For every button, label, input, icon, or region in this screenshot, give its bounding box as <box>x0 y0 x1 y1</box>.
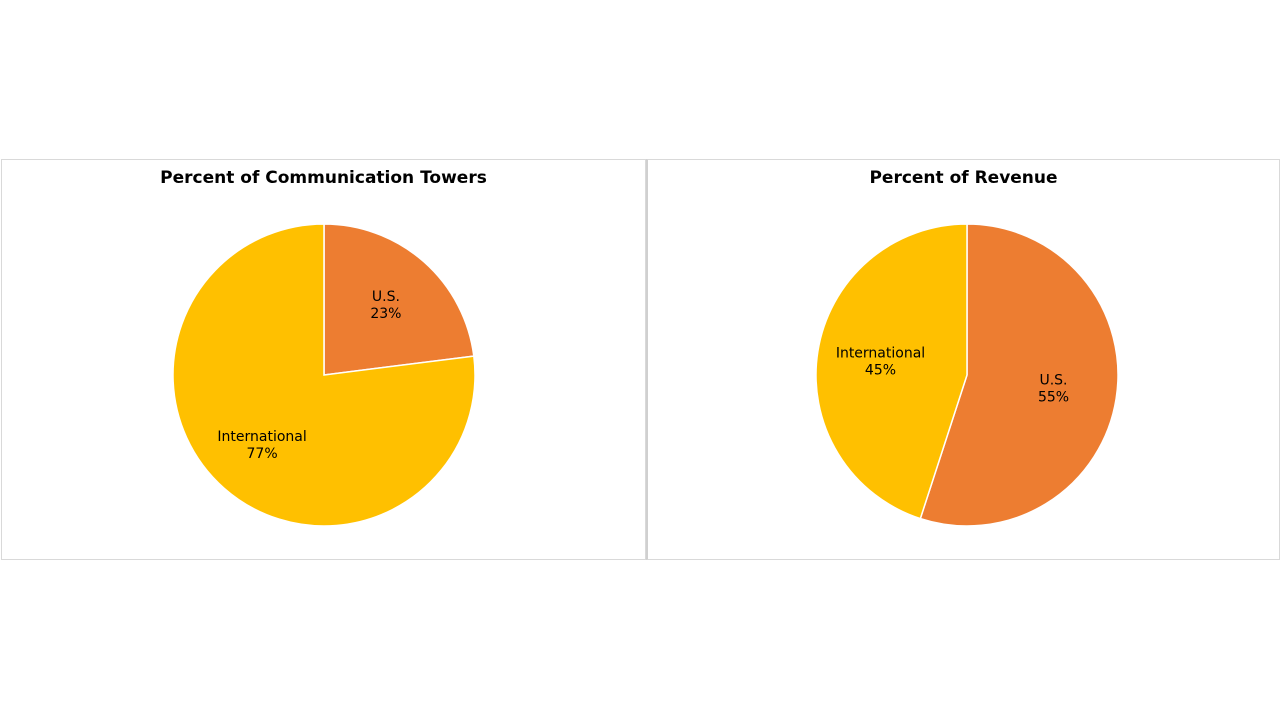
towers-slice-international <box>172 223 476 527</box>
revenue-chart-panel: Percent of Revenue U.S. 55% International 4… <box>646 159 1280 560</box>
revenue-slice-u-s <box>919 223 1119 527</box>
towers-chart-title: Percent of Communication Towers <box>160 168 487 188</box>
towers-slice-u-s <box>323 223 475 376</box>
revenue-chart-title: Percent of Revenue <box>869 168 1058 188</box>
revenue-slice-international <box>815 223 968 520</box>
towers-slice-u-s-value-label: 23% <box>370 306 401 322</box>
towers-slice-international-label: International <box>217 429 306 445</box>
towers-slice-international-value-label: 77% <box>247 446 278 462</box>
revenue-slice-international-value-label: 45% <box>865 362 896 378</box>
revenue-slice-u-s-label: U.S. <box>1039 373 1067 389</box>
towers-slice-u-s-label: U.S. <box>372 289 400 305</box>
towers-chart-panel: Percent of Communication Towers U.S. 23% I… <box>1 159 646 560</box>
revenue-slice-international-label: International <box>836 345 925 361</box>
revenue-slice-u-s-value-label: 55% <box>1038 390 1069 406</box>
